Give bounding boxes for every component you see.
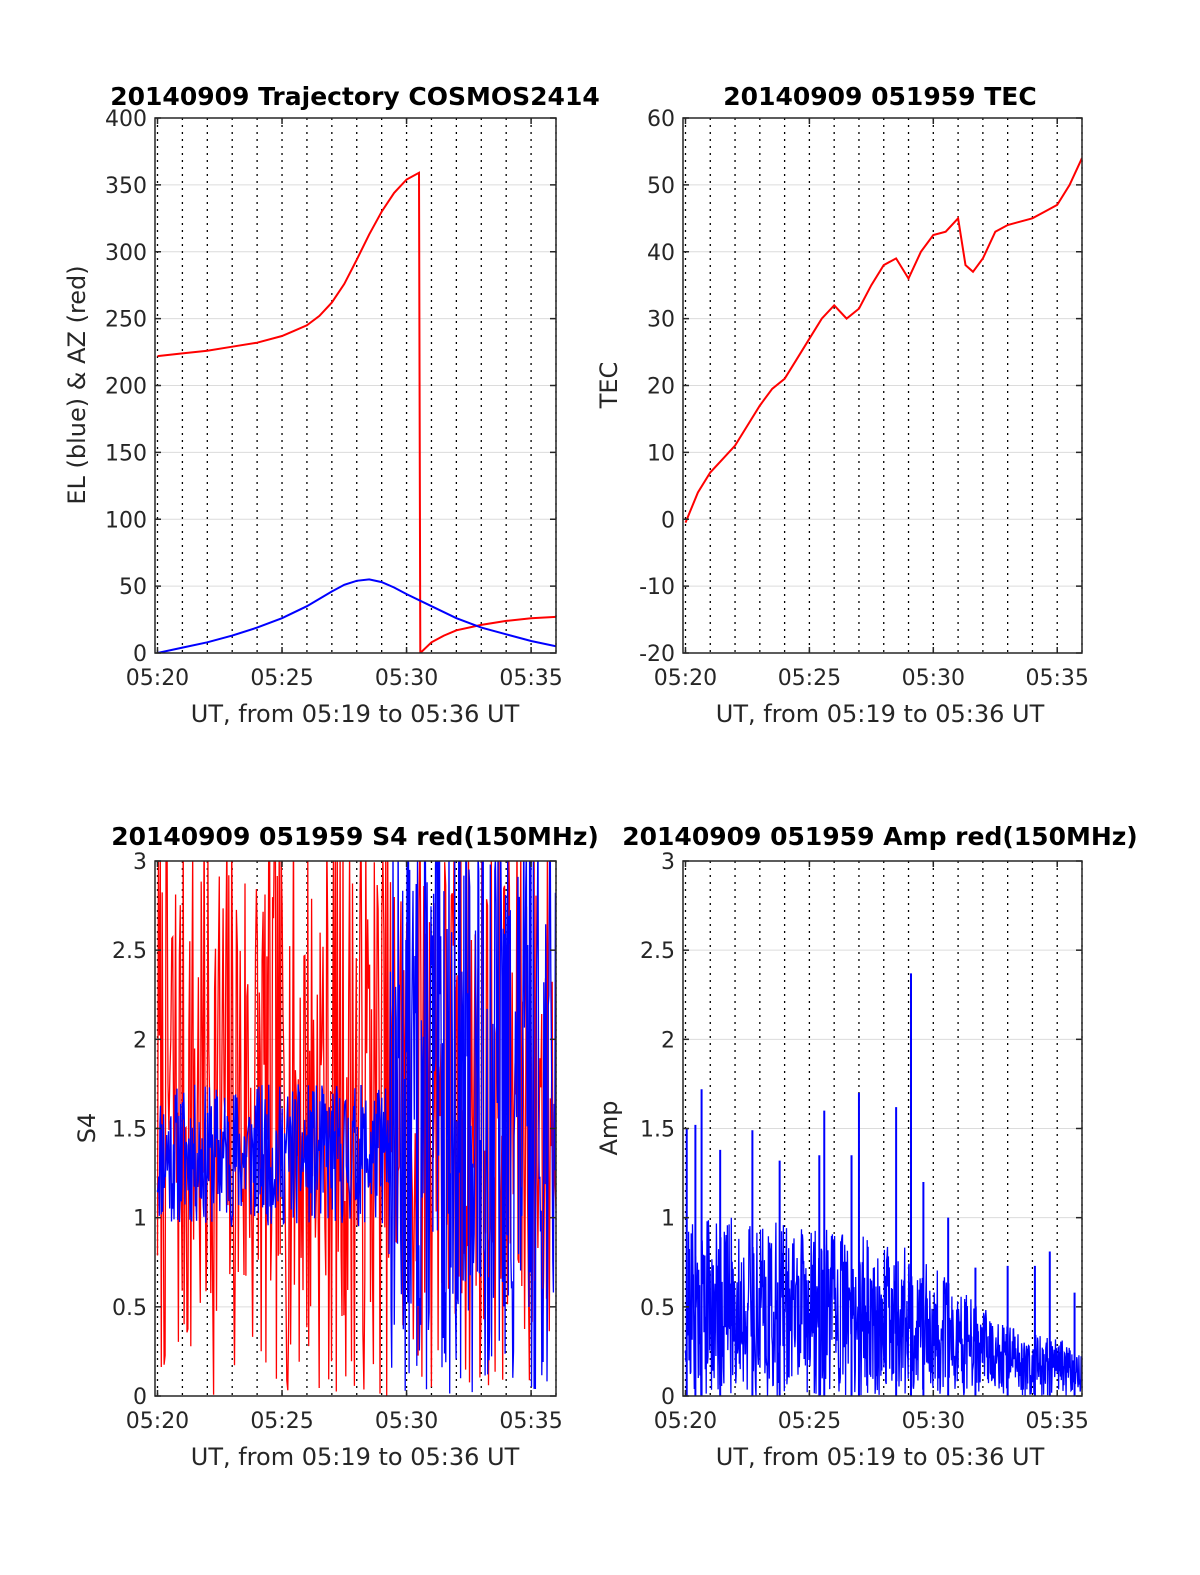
s4-xlabel: UT, from 05:19 to 05:36 UT (191, 1443, 520, 1471)
trajectory-xtick-label-1: 05:25 (250, 666, 313, 691)
amp-xtick-label-1: 05:25 (778, 1409, 841, 1434)
amp-data (684, 973, 1082, 1396)
s4-xtick-label-1: 05:25 (250, 1409, 313, 1434)
s4-title: 20140909 051959 S4 red(150MHz) (111, 822, 599, 851)
s4-ytick-label-0: 0 (133, 1385, 147, 1410)
amp-ytick-label-5: 2.5 (640, 939, 675, 964)
trajectory-ytick-label-1: 50 (119, 575, 147, 600)
trajectory-xtick-label-3: 05:35 (499, 666, 562, 691)
trajectory-ytick-label-4: 200 (105, 375, 147, 400)
trajectory-xtick-label-0: 05:20 (126, 666, 189, 691)
s4-ytick-label-3: 1.5 (112, 1118, 147, 1143)
amp-ytick-label-2: 1 (661, 1207, 675, 1232)
trajectory-ytick-label-0: 0 (133, 642, 147, 667)
trajectory-series-0 (157, 171, 556, 653)
trajectory-xlabel: UT, from 05:19 to 05:36 UT (191, 700, 520, 728)
amp-ytick-label-1: 0.5 (640, 1296, 675, 1321)
amp-title: 20140909 051959 Amp red(150MHz) (622, 822, 1138, 851)
amp-xlabel: UT, from 05:19 to 05:36 UT (716, 1443, 1045, 1471)
tec-ytick-label-6: 40 (647, 241, 675, 266)
tec-ytick-label-8: 60 (647, 107, 675, 132)
tec-ytick-label-3: 10 (647, 441, 675, 466)
s4-data (156, 861, 556, 1396)
tec-ylabel: TEC (595, 362, 623, 410)
amp-xtick-label-0: 05:20 (654, 1409, 717, 1434)
s4-ytick-label-5: 2.5 (112, 939, 147, 964)
trajectory-ylabel: EL (blue) & AZ (red) (63, 265, 91, 504)
trajectory-ytick-label-3: 150 (105, 441, 147, 466)
tec-xtick-label-1: 05:25 (778, 666, 841, 691)
trajectory-ytick-label-8: 400 (105, 107, 147, 132)
s4-xtick-label-3: 05:35 (499, 1409, 562, 1434)
tec-ytick-label-1: -10 (639, 575, 675, 600)
tec-title: 20140909 051959 TEC (723, 82, 1036, 111)
amp-ylabel: Amp (595, 1100, 623, 1155)
amp-xtick-label-3: 05:35 (1026, 1409, 1089, 1434)
trajectory-title: 20140909 Trajectory COSMOS2414 (110, 82, 600, 111)
amp-panel: 20140909 051959 Amp red(150MHz) UT, from… (595, 822, 1138, 1471)
s4-xtick-label-2: 05:30 (375, 1409, 438, 1434)
trajectory-ytick-label-2: 100 (105, 508, 147, 533)
trajectory-panel: 20140909 Trajectory COSMOS2414 UT, from … (63, 82, 600, 728)
trajectory-ytick-label-7: 350 (105, 174, 147, 199)
tec-series-0 (684, 157, 1082, 523)
s4-xtick-label-0: 05:20 (126, 1409, 189, 1434)
s4-ytick-label-1: 0.5 (112, 1296, 147, 1321)
s4-ytick-label-4: 2 (133, 1028, 147, 1053)
trajectory-data (157, 171, 556, 653)
s4-ytick-label-6: 3 (133, 850, 147, 875)
s4-noise-1 (156, 1084, 390, 1227)
tec-xtick-label-3: 05:35 (1026, 666, 1089, 691)
tec-xlabel: UT, from 05:19 to 05:36 UT (716, 700, 1045, 728)
tec-panel: 20140909 051959 TEC UT, from 05:19 to 05… (595, 82, 1089, 728)
trajectory-ytick-label-5: 250 (105, 308, 147, 333)
s4-noise-2 (388, 861, 556, 1394)
s4-ylabel: S4 (73, 1113, 101, 1144)
tec-ytick-label-4: 20 (647, 375, 675, 400)
amp-ytick-label-6: 3 (661, 850, 675, 875)
trajectory-series-1 (157, 578, 556, 653)
tec-ytick-label-2: 0 (661, 508, 675, 533)
tec-data (684, 157, 1082, 523)
amp-ytick-label-4: 2 (661, 1028, 675, 1053)
tec-ytick-label-7: 50 (647, 174, 675, 199)
amp-ytick-label-3: 1.5 (640, 1118, 675, 1143)
amp-xtick-label-2: 05:30 (902, 1409, 965, 1434)
amp-ytick-label-0: 0 (661, 1385, 675, 1410)
trajectory-ytick-label-6: 300 (105, 241, 147, 266)
tec-ytick-label-5: 30 (647, 308, 675, 333)
tec-ytick-label-0: -20 (639, 642, 675, 667)
tec-xtick-label-0: 05:20 (654, 666, 717, 691)
tec-xtick-label-2: 05:30 (902, 666, 965, 691)
s4-panel: 20140909 051959 S4 red(150MHz) UT, from … (73, 822, 599, 1471)
s4-ytick-label-2: 1 (133, 1207, 147, 1232)
trajectory-xtick-label-2: 05:30 (375, 666, 438, 691)
